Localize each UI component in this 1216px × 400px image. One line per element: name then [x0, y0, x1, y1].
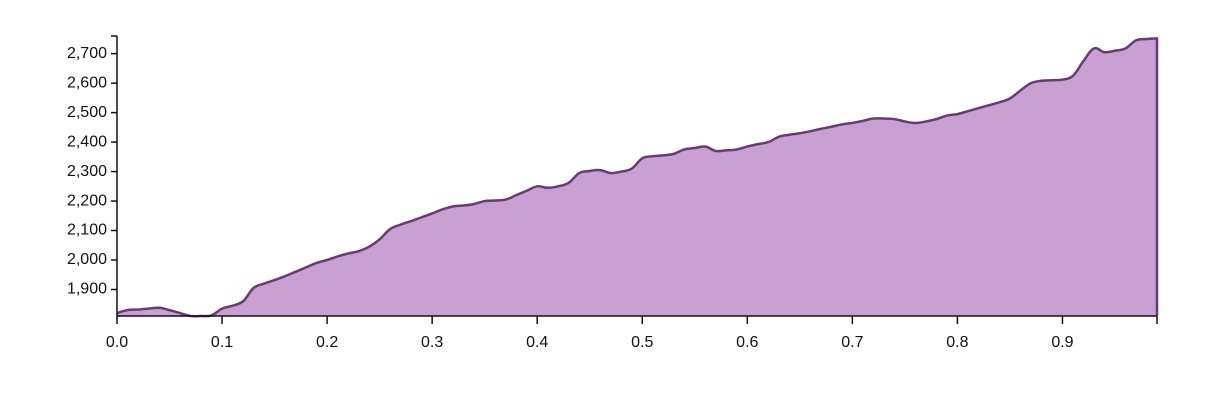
y-tick-label: 2,400	[67, 133, 107, 150]
x-axis: 0.0 0.1 0.2 0.3 0.4 0.5 0.6 0.7 0.8 0.9	[106, 315, 1158, 351]
plot-area	[116, 37, 1159, 318]
x-tick-label: 0.9	[1051, 334, 1073, 351]
y-axis: 1,900 2,000 2,100 2,200 2,300 2,400 2,500 2,600…	[67, 35, 118, 316]
x-tick-label: 0.7	[841, 334, 863, 351]
y-tick-label: 2,100	[67, 222, 107, 239]
y-tick-label: 2,200	[67, 192, 107, 209]
y-tick-label: 2,500	[67, 104, 107, 121]
x-tick-label: 0.4	[526, 334, 548, 351]
y-tick-label: 2,000	[67, 251, 107, 268]
x-tick-label: 0.6	[736, 334, 758, 351]
y-tick-label: 2,700	[67, 45, 107, 62]
y-tick-label: 2,300	[67, 163, 107, 180]
y-tick-label: 2,600	[67, 74, 107, 91]
series-line	[116, 37, 1159, 318]
y-tick-label: 1,900	[67, 281, 107, 298]
x-tick-label: 0.3	[421, 334, 443, 351]
x-tick-label: 0.2	[316, 334, 338, 351]
x-tick-label: 0.0	[106, 334, 128, 351]
area-fill	[117, 38, 1157, 317]
x-tick-label: 0.8	[946, 334, 968, 351]
x-tick-label: 0.1	[211, 334, 233, 351]
x-tick-label: 0.5	[631, 334, 653, 351]
